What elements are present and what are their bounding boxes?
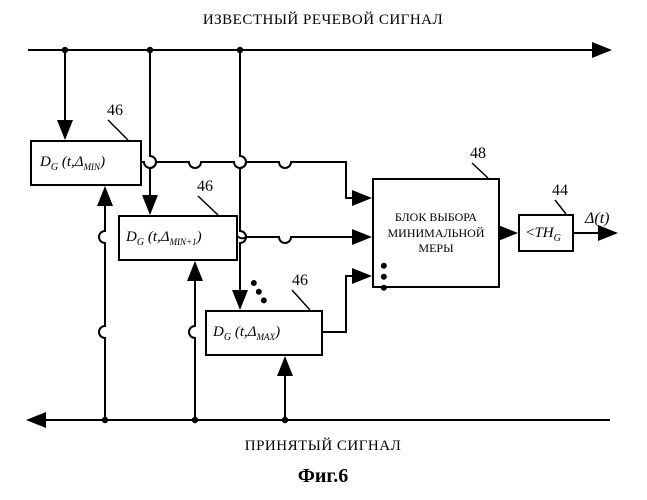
ref-big: 48 (470, 145, 486, 163)
bottom-signal-label: ПРИНЯТЫЙ СИГНАЛ (245, 438, 402, 455)
ref-b2: 46 (197, 178, 213, 196)
dg-max-text: DG (t,ΔMAX) (213, 324, 280, 343)
threshold-comparator: <THG (518, 214, 574, 252)
threshold-text: <THG (526, 225, 561, 244)
dg-block-max: DG (t,ΔMAX) (205, 310, 323, 356)
ref-b3: 46 (292, 272, 308, 290)
ellipsis-inputs: ••• (380, 260, 388, 293)
min-selector-block: БЛОК ВЫБОРА МИНИМАЛЬНОЙ МЕРЫ (372, 178, 500, 288)
dg-min1-text: DG (t,ΔMIN+1) (126, 229, 202, 248)
top-signal-label: ИЗВЕСТНЫЙ РЕЧЕВОЙ СИГНАЛ (203, 12, 443, 29)
ellipsis-blocks: ••• (248, 277, 270, 307)
output-label: Δ(t) (585, 210, 610, 228)
min-selector-text: БЛОК ВЫБОРА МИНИМАЛЬНОЙ МЕРЫ (374, 210, 498, 257)
ref-cmp: 44 (552, 182, 568, 200)
dg-min-text: DG (t,ΔMIN) (40, 154, 105, 173)
diagram-canvas: ИЗВЕСТНЫЙ РЕЧЕВОЙ СИГНАЛ ПРИНЯТЫЙ СИГНАЛ… (0, 0, 647, 500)
dg-block-min1: DG (t,ΔMIN+1) (118, 215, 238, 261)
dg-block-min: DG (t,ΔMIN) (30, 140, 142, 186)
ref-b1: 46 (107, 102, 123, 120)
figure-caption: Фиг.6 (298, 465, 349, 488)
